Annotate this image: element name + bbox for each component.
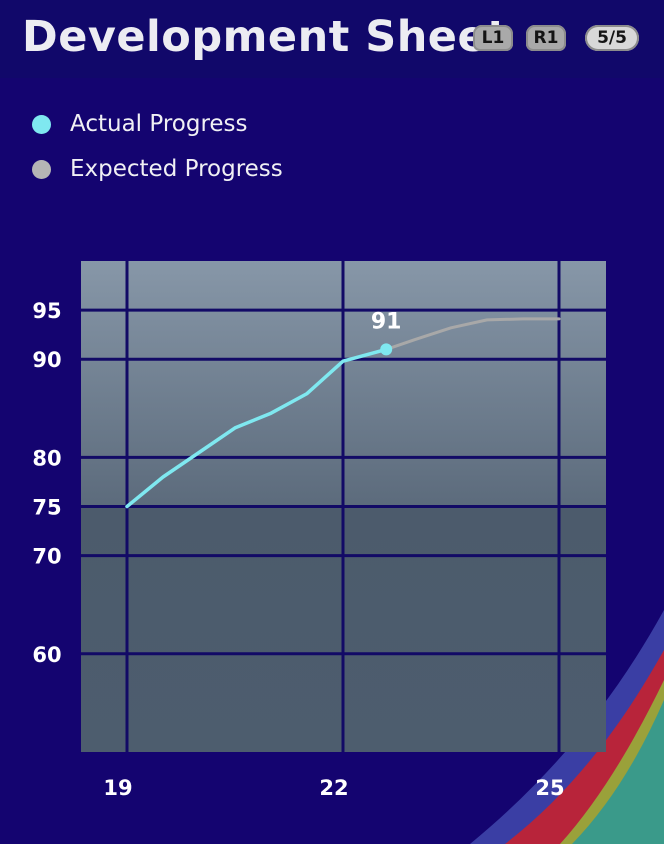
- y-tick-label: 60: [32, 643, 61, 667]
- legend-actual-label: Actual Progress: [70, 111, 248, 137]
- x-tick-label: 22: [319, 776, 348, 800]
- page-counter: 5/5: [585, 25, 639, 51]
- legend-actual-dot-icon: [32, 115, 51, 134]
- y-tick-label: 80: [32, 446, 61, 470]
- header-bar: Development Sheet L1 R1 5/5: [0, 0, 664, 78]
- x-tick-label: 19: [103, 776, 132, 800]
- y-tick-label: 90: [32, 348, 61, 372]
- y-tick-label: 95: [32, 299, 61, 323]
- expected-progress-line: [384, 317, 561, 351]
- r1-button[interactable]: R1: [526, 25, 566, 51]
- actual-progress-current-point: [380, 343, 393, 356]
- page-title: Development Sheet: [22, 12, 509, 62]
- legend-expected-label: Expected Progress: [70, 156, 283, 182]
- legend-expected-dot-icon: [32, 160, 51, 179]
- actual-progress-line: [125, 347, 388, 509]
- l1-button[interactable]: L1: [473, 25, 513, 51]
- current-value-label: 91: [371, 309, 402, 334]
- corner-decoration: [470, 610, 664, 844]
- x-tick-label: 25: [535, 776, 564, 800]
- y-tick-label: 75: [32, 496, 61, 520]
- y-tick-label: 70: [32, 545, 61, 569]
